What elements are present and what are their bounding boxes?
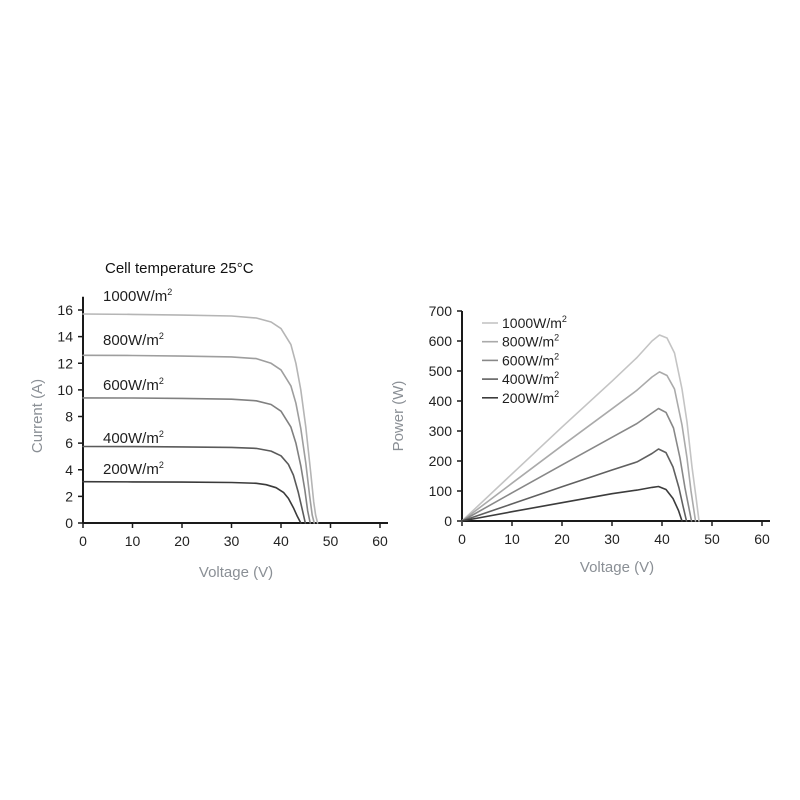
x-tick-label: 20 — [174, 533, 190, 549]
x-tick-label: 30 — [604, 531, 620, 547]
x-tick-label: 40 — [654, 531, 670, 547]
chart-title: Cell temperature 25°C — [105, 260, 254, 277]
chart-power-voltage: 0 10 20 30 40 50 600100200300400500600700Volta… — [390, 303, 770, 576]
y-tick-label: 6 — [65, 435, 73, 451]
x-tick-label: 20 — [554, 531, 570, 547]
y-tick-label: 10 — [57, 382, 73, 398]
y-tick-label: 2 — [65, 488, 73, 504]
y-tick-label: 200 — [429, 453, 453, 469]
y-tick-label: 100 — [429, 483, 453, 499]
series-line-800wm — [461, 371, 697, 522]
x-tick-label: 60 — [754, 531, 770, 547]
legend-label: 1000W/m2 — [502, 314, 567, 331]
series-line-1000wm — [461, 334, 700, 522]
y-tick-label: 0 — [65, 515, 73, 531]
y-tick-label: 700 — [429, 303, 453, 319]
y-tick-label: 400 — [429, 393, 453, 409]
y-tick-label: 4 — [65, 462, 73, 478]
series-line-200wm — [82, 480, 302, 524]
x-axis-title: Voltage (V) — [199, 564, 273, 581]
y-tick-label: 14 — [57, 329, 73, 345]
series-label: 1000W/m2 — [103, 287, 172, 305]
x-tick-label: 50 — [323, 533, 339, 549]
series-line-200wm — [461, 485, 683, 522]
legend-label: 400W/m2 — [502, 370, 559, 387]
x-tick-label: 0 — [458, 531, 466, 547]
y-tick-label: 0 — [444, 513, 452, 529]
series-label: 800W/m2 — [103, 331, 164, 349]
series-label: 400W/m2 — [103, 429, 164, 447]
y-tick-label: 8 — [65, 409, 73, 425]
y-tick-label: 300 — [429, 423, 453, 439]
x-tick-label: 60 — [372, 533, 388, 549]
series-line-600wm — [82, 397, 311, 524]
series-line-1000wm — [82, 313, 319, 524]
series-line-400wm — [82, 445, 307, 524]
y-tick-label: 500 — [429, 363, 453, 379]
series-line-800wm — [82, 354, 315, 524]
x-tick-label: 40 — [273, 533, 289, 549]
x-tick-label: 10 — [125, 533, 141, 549]
y-tick-label: 600 — [429, 333, 453, 349]
legend-label: 200W/m2 — [502, 389, 559, 406]
y-tick-label: 16 — [57, 302, 73, 318]
x-axis-title: Voltage (V) — [580, 559, 654, 576]
x-tick-label: 50 — [704, 531, 720, 547]
y-axis-title: Current (A) — [29, 379, 46, 453]
x-tick-label: 30 — [224, 533, 240, 549]
x-tick-label: 10 — [504, 531, 520, 547]
legend-label: 800W/m2 — [502, 333, 559, 350]
y-axis-title: Power (W) — [390, 381, 407, 452]
x-tick-label: 0 — [79, 533, 87, 549]
y-tick-label: 12 — [57, 355, 73, 371]
series-label: 200W/m2 — [103, 460, 164, 478]
series-line-600wm — [461, 407, 693, 522]
series-line-400wm — [461, 448, 688, 522]
series-label: 600W/m2 — [103, 376, 164, 394]
chart-current-voltage: 0 10 20 30 40 50 60 0 2 4 6 8 10 12 14 16 Voltage (V) Cur… — [29, 260, 388, 581]
legend-label: 600W/m2 — [502, 351, 559, 368]
